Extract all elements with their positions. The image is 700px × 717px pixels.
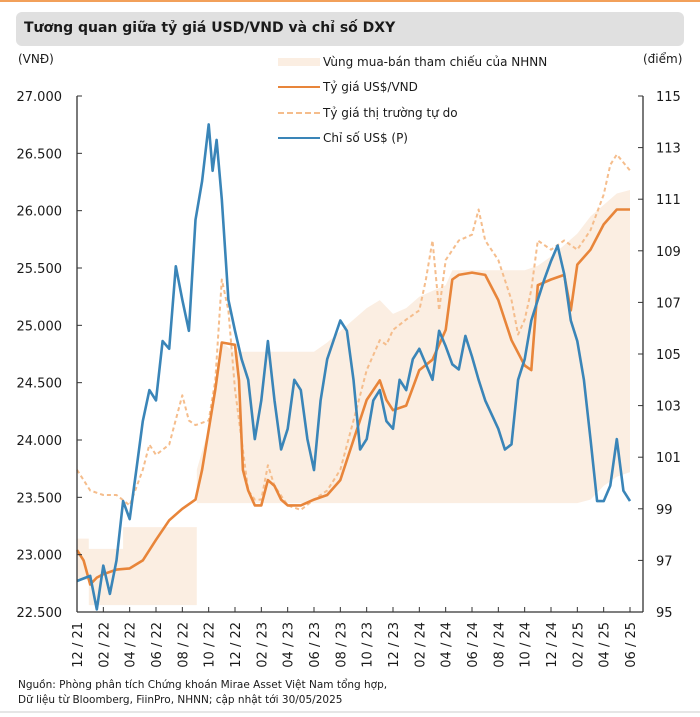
x-tick-label: 12 / 22 [229,622,244,668]
x-tick-label: 06 / 22 [150,622,165,668]
x-tick-label: 06 / 23 [308,622,323,668]
right-tick-label: 115 [656,90,681,105]
x-tick-label: 02 / 24 [413,622,428,668]
bottom-rule [0,711,700,713]
top-accent-rule [0,0,700,2]
left-tick-label: 26.500 [17,147,63,162]
x-tick-label: 02 / 25 [571,622,586,668]
right-axis-unit: (điểm) [643,52,683,66]
usdvnd-line [75,208,630,586]
x-tick-label: 10 / 22 [203,622,218,668]
x-tick-label: 12 / 23 [387,622,402,668]
left-tick-label: 24.000 [17,434,63,449]
left-tick-label: 23.000 [17,549,63,564]
left-tick-label: 25.500 [17,262,63,277]
x-tick-label: 06 / 25 [624,622,639,668]
title-bar: Tương quan giữa tỷ giá USD/VND và chỉ số… [16,12,684,46]
right-tick-label: 95 [656,606,673,621]
legend-item-band: Vùng mua-bán tham chiếu của NHNN [278,49,547,75]
nhnn-band-area [77,190,630,606]
legend-item-free-market: Tỷ giá thị trường tự do [278,100,547,126]
x-tick-label: 10 / 23 [361,622,376,668]
x-tick-label: 08 / 23 [334,622,349,668]
left-tick-label: 23.500 [17,491,63,506]
axes-layer: 22.500 23.000 23.500 24.000 24.500 25.000 25.5… [17,90,681,668]
right-tick-label: 101 [656,451,681,466]
x-tick-label: 04 / 22 [124,622,139,668]
right-tick-label: 111 [656,193,681,208]
right-tick-label: 113 [656,142,681,157]
series-layer [75,123,632,611]
legend-swatch-free-market [278,111,320,114]
legend-label: Tỷ giá US$/VND [323,80,418,95]
legend-item-dxy: Chỉ số US$ (P) [278,126,547,152]
legend-label: Tỷ giá thị trường tự do [323,105,458,120]
legend-item-usdvnd: Tỷ giá US$/VND [278,75,547,101]
legend-swatch-dxy [278,137,320,140]
source-line-2: Dữ liệu từ Bloomberg, FiinPro, NHNN; cập… [18,694,343,706]
x-tick-label: 08 / 24 [492,622,507,668]
right-tick-label: 107 [656,296,681,311]
source-line-1: Nguồn: Phòng phân tích Chứng khoán Mirae… [18,679,388,691]
x-tick-label: 02 / 22 [97,622,112,668]
legend-label: Chỉ số US$ (P) [323,131,408,146]
left-tick-label: 25.000 [17,319,63,334]
dxy-line [76,123,632,611]
left-tick-label: 22.500 [17,606,63,621]
legend-swatch-band [278,57,320,66]
x-tick-label: 12 / 21 [71,622,86,668]
left-tick-label: 27.000 [17,90,63,105]
right-tick-label: 103 [656,400,681,415]
right-tick-label: 105 [656,348,681,363]
x-tick-label: 04 / 23 [282,622,297,668]
x-tick-label: 10 / 24 [519,622,534,668]
right-tick-label: 99 [656,503,673,518]
legend-swatch-usdvnd [278,86,320,89]
chart-title: Tương quan giữa tỷ giá USD/VND và chỉ số… [24,20,396,36]
left-tick-label: 26.000 [17,205,63,220]
right-tick-label: 109 [656,245,681,260]
free-market-line [76,153,631,511]
x-tick-label: 12 / 24 [545,622,560,668]
source-note: Nguồn: Phòng phân tích Chứng khoán Mirae… [18,678,387,708]
x-tick-label: 06 / 24 [466,622,481,668]
legend-label: Vùng mua-bán tham chiếu của NHNN [323,54,548,69]
x-tick-label: 08 / 22 [176,622,191,668]
left-axis-unit: (VNĐ) [18,52,54,66]
x-tick-label: 02 / 23 [255,622,270,668]
x-tick-label: 04 / 24 [440,622,455,668]
left-tick-label: 24.500 [17,377,63,392]
nhnn-band-layer [77,190,630,606]
right-tick-label: 97 [656,554,673,569]
x-tick-label: 04 / 25 [598,622,613,668]
legend: Vùng mua-bán tham chiếu của NHNN Tỷ giá … [278,49,547,151]
